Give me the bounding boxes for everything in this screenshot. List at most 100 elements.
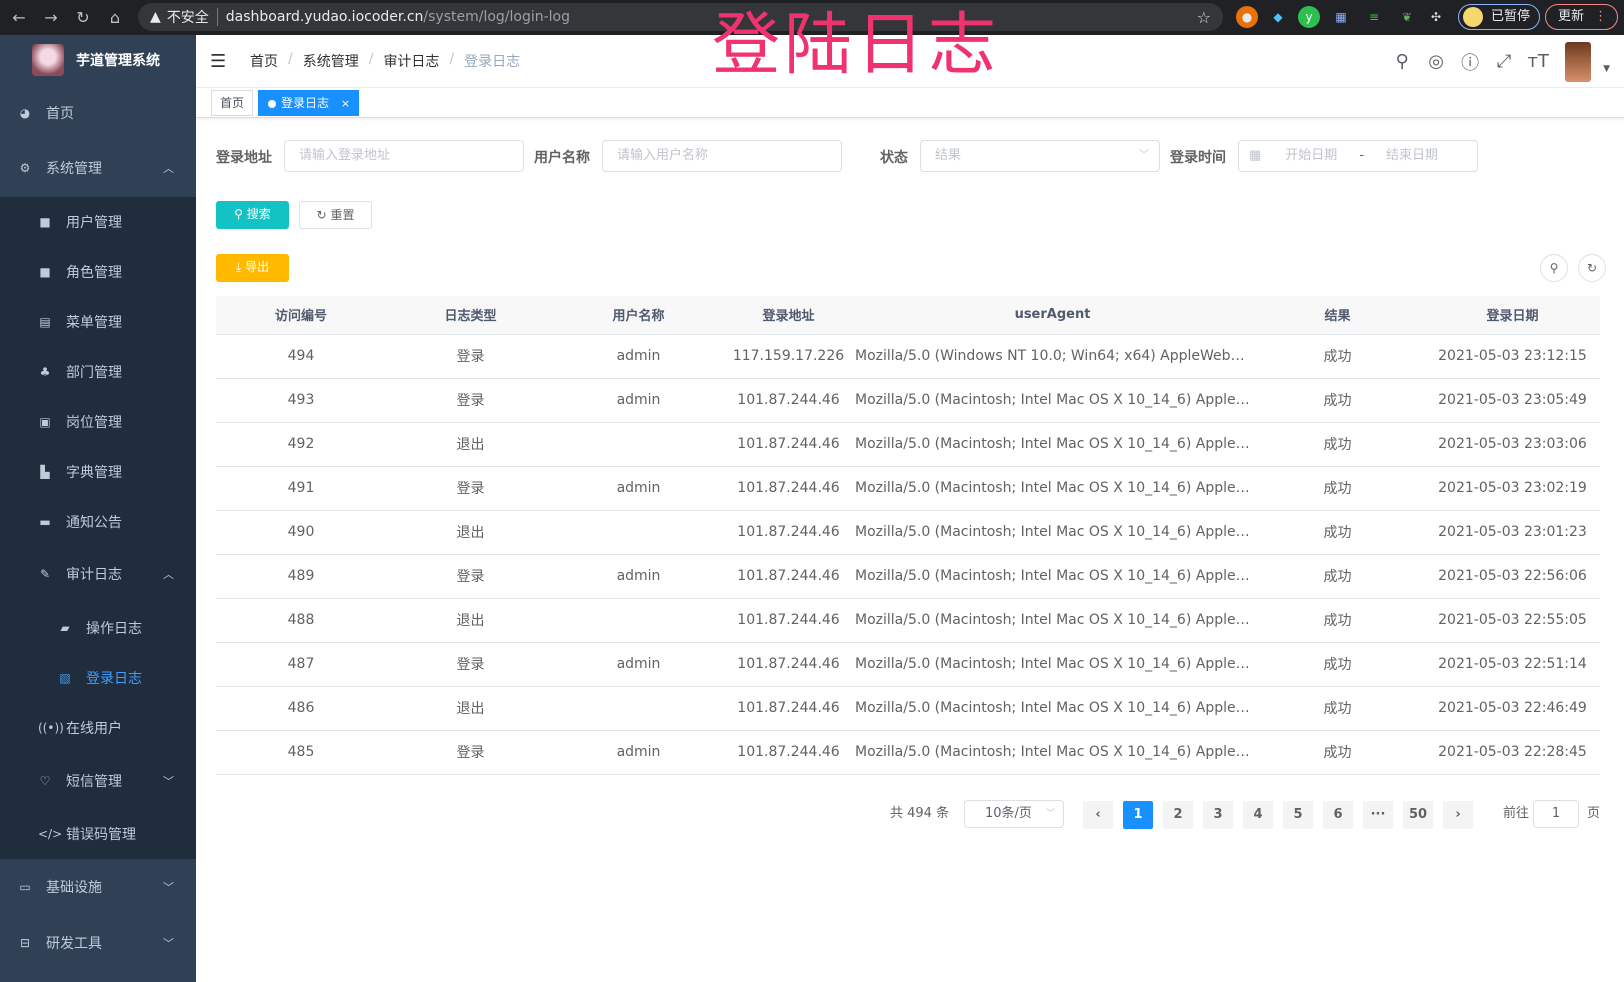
table-cell: 2021-05-03 23:01:23 — [1425, 510, 1600, 555]
breadcrumb-item[interactable]: 首页 — [250, 54, 278, 70]
table-cell: 成功 — [1250, 598, 1425, 643]
sidebar-logo[interactable]: 芋道管理系统 — [0, 35, 196, 84]
address-input[interactable]: 请输入登录地址 — [284, 140, 524, 172]
extension-diamond-icon[interactable]: ◆ — [1273, 10, 1283, 24]
sidebar-item-online-user[interactable]: ((•)) 在线用户 — [0, 703, 196, 753]
page-button[interactable]: 1 — [1123, 801, 1153, 829]
github-icon[interactable]: ◎ — [1428, 51, 1444, 72]
table-row[interactable]: 492 退出 101.87.244.46 Mozilla/5.0 (Macintosh… — [216, 422, 1600, 467]
search-button[interactable]: ⚲ 搜索 — [216, 201, 289, 229]
table-row[interactable]: 491 登录 admin 101.87.244.46 Mozilla/5.0 (Maci… — [216, 466, 1600, 511]
sidebar-item-system[interactable]: ⚙ 系统管理 ︿ — [0, 143, 196, 193]
breadcrumb-item[interactable]: 审计日志 — [383, 54, 440, 70]
sidebar-item-post[interactable]: ▣ 岗位管理 — [0, 397, 196, 447]
table-row[interactable]: 494 登录 admin 117.159.17.226 Mozilla/5.0 (Win… — [216, 334, 1600, 379]
table-row[interactable]: 488 退出 101.87.244.46 Mozilla/5.0 (Macintosh… — [216, 598, 1600, 643]
column-header: 结果 — [1250, 296, 1425, 335]
tag-login-log[interactable]: 登录日志 × — [258, 90, 360, 116]
address-bar[interactable]: ▲ 不安全 dashboard.yudao.iocoder.cn/system/… — [138, 3, 1223, 31]
export-button[interactable]: ⤓ 导出 — [216, 254, 289, 282]
overlay-title: 登陆日志 — [712, 6, 1001, 85]
fullscreen-icon[interactable]: ⤢ — [1496, 51, 1512, 72]
avatar[interactable] — [1565, 41, 1592, 82]
sidebar-item-home[interactable]: ◕ 首页 — [0, 88, 196, 138]
table-row[interactable]: 486 退出 101.87.244.46 Mozilla/5.0 (Macintosh… — [216, 686, 1600, 731]
bookmark-star-icon[interactable]: ☆ — [1196, 7, 1211, 27]
profile-button[interactable]: 已暂停 — [1458, 4, 1540, 30]
table-cell: Mozilla/5.0 (Windows NT 10.0; Win64; x64… — [855, 334, 1250, 379]
update-button[interactable]: 更新 ⋮ — [1545, 4, 1618, 30]
end-date: 结束日期 — [1386, 148, 1439, 163]
page-size-select[interactable]: 10条/页 ﹀ — [964, 800, 1064, 828]
table-row[interactable]: 485 登录 admin 101.87.244.46 Mozilla/5.0 (Maci… — [216, 730, 1600, 775]
calendar-icon: ▦ — [1249, 148, 1262, 163]
label: 登录日志 — [86, 671, 142, 687]
username-input[interactable]: 请输入用户名称 — [602, 140, 842, 172]
total-count: 共 494 条 — [890, 806, 950, 821]
extensions-puzzle-icon[interactable]: ✣ — [1430, 10, 1442, 24]
sidebar-item-tool[interactable]: ⊟ 研发工具 ﹀ — [0, 918, 196, 968]
table-row[interactable]: 493 登录 admin 101.87.244.46 Mozilla/5.0 (Maci… — [216, 378, 1600, 423]
goto-page-input[interactable]: 1 — [1533, 800, 1579, 828]
extension-leaf-icon[interactable]: ❦ — [1401, 10, 1413, 24]
page-button[interactable]: 2 — [1163, 801, 1193, 829]
prev-page-button[interactable]: ‹ — [1083, 801, 1113, 829]
sidebar-item-menu[interactable]: ▤ 菜单管理 — [0, 297, 196, 347]
table-cell: admin — [555, 642, 722, 687]
hamburger-icon[interactable]: ☰ — [210, 50, 227, 72]
extension-icon[interactable]: ● — [1236, 6, 1258, 28]
page-button[interactable]: 50 — [1403, 801, 1433, 829]
sidebar-item-login-log[interactable]: ▧ 登录日志 — [0, 653, 196, 703]
message-icon: ▬ — [39, 515, 51, 529]
more-pages-button[interactable]: ··· — [1363, 801, 1393, 829]
sidebar-item-notice[interactable]: ▬ 通知公告 — [0, 497, 196, 547]
reload-icon[interactable]: ↻ — [76, 8, 90, 27]
monitor-icon: ▭ — [19, 880, 31, 894]
extension-y-icon[interactable]: y — [1298, 6, 1320, 28]
caret-down-icon[interactable]: ▼ — [1603, 63, 1610, 74]
search-label: 搜索 — [246, 207, 271, 221]
home-icon[interactable]: ⌂ — [109, 8, 121, 27]
forward-icon[interactable]: → — [44, 8, 58, 27]
gear-icon: ⚙ — [19, 161, 31, 175]
search-icon[interactable]: ⚲ — [1395, 51, 1409, 72]
sidebar-item-dict[interactable]: ▙ 字典管理 — [0, 447, 196, 497]
code-icon: </> — [38, 827, 63, 841]
sidebar-item-role[interactable]: ■ 角色管理 — [0, 247, 196, 297]
page-button[interactable]: 3 — [1203, 801, 1233, 829]
next-page-button[interactable]: › — [1443, 801, 1473, 829]
extension-grid-icon[interactable]: ▦ — [1335, 10, 1347, 24]
sidebar-item-dept[interactable]: ♣ 部门管理 — [0, 347, 196, 397]
table-cell: Mozilla/5.0 (Macintosh; Intel Mac OS X 1… — [855, 422, 1250, 467]
logo-image — [32, 43, 64, 76]
breadcrumb-item[interactable]: 系统管理 — [302, 54, 359, 70]
extension-on-icon[interactable]: ≡ — [1368, 10, 1380, 24]
table-row[interactable]: 490 退出 101.87.244.46 Mozilla/5.0 (Macintosh… — [216, 510, 1600, 555]
table-row[interactable]: 489 登录 admin 101.87.244.46 Mozilla/5.0 (Maci… — [216, 554, 1600, 599]
address-label: 登录地址 — [216, 150, 272, 166]
sidebar-item-error-code[interactable]: </> 错误码管理 — [0, 809, 196, 859]
reset-button[interactable]: ↻ 重置 — [299, 201, 372, 229]
page-button[interactable]: 5 — [1283, 801, 1313, 829]
sidebar-item-infra[interactable]: ▭ 基础设施 ﹀ — [0, 862, 196, 912]
back-icon[interactable]: ← — [12, 8, 26, 27]
date-range-picker[interactable]: ▦ 开始日期 - 结束日期 — [1238, 140, 1478, 172]
table-cell: 2021-05-03 22:46:49 — [1425, 686, 1600, 731]
sidebar-item-user[interactable]: ■ 用户管理 — [0, 197, 196, 247]
help-icon[interactable]: ⓘ — [1461, 52, 1480, 74]
login-log-table: 访问编号 日志类型 用户名称 登录地址 userAgent 结果 登录日期 494 登录 adm… — [216, 296, 1600, 775]
tag-home[interactable]: 首页 — [211, 90, 254, 116]
close-icon[interactable]: × — [340, 97, 351, 110]
status-select[interactable]: 结果 ﹀ — [920, 140, 1160, 172]
page-button[interactable]: 4 — [1243, 801, 1273, 829]
tag-label: 登录日志 — [281, 96, 330, 110]
sidebar-item-audit-log[interactable]: ✎ 审计日志 ︿ — [0, 549, 196, 599]
page-button[interactable]: 6 — [1323, 801, 1353, 829]
toggle-search-icon[interactable]: ⚲ — [1540, 254, 1568, 282]
sidebar-item-sms[interactable]: ♡ 短信管理 ﹀ — [0, 756, 196, 806]
breadcrumb-item-current: 登录日志 — [464, 54, 521, 70]
refresh-icon[interactable]: ↻ — [1578, 254, 1606, 282]
sidebar-item-operate-log[interactable]: ▰ 操作日志 — [0, 603, 196, 653]
table-row[interactable]: 487 登录 admin 101.87.244.46 Mozilla/5.0 (Maci… — [216, 642, 1600, 687]
font-size-icon[interactable]: тT — [1527, 51, 1549, 72]
